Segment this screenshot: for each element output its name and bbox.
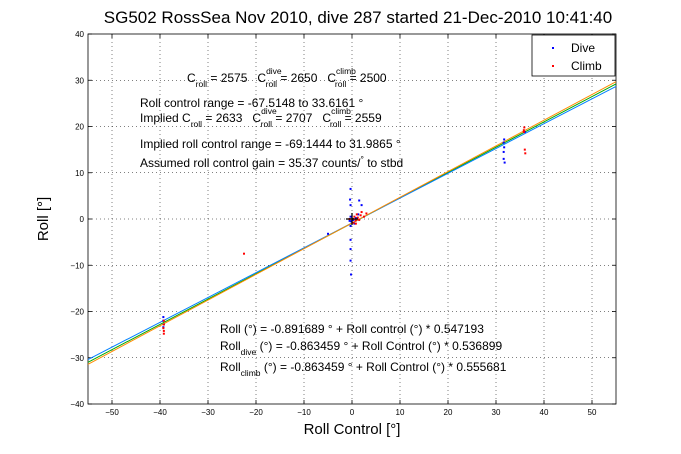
- equation-dive: Rolldive (°) = -0.863459 ° + Roll Contro…: [220, 339, 502, 357]
- data-point-dive: [349, 248, 352, 251]
- legend: Dive Climb: [531, 34, 616, 77]
- data-point-dive: [349, 187, 352, 190]
- data-point-climb: [354, 222, 357, 225]
- data-point-climb: [522, 131, 525, 134]
- x-tick-label: −10: [297, 408, 311, 417]
- y-tick-label: 0: [80, 215, 85, 224]
- data-point-climb: [523, 148, 526, 151]
- data-point-climb: [365, 212, 368, 215]
- data-point-climb: [356, 216, 359, 219]
- y-tick-label: −10: [70, 261, 84, 270]
- data-point-climb: [363, 215, 365, 218]
- data-point-dive: [162, 316, 165, 319]
- y-tick-label: −40: [70, 400, 84, 409]
- data-point-dive: [327, 232, 329, 235]
- x-tick-label: −40: [153, 408, 167, 417]
- y-tick-label: 30: [75, 76, 84, 85]
- data-point-climb: [523, 126, 526, 129]
- equation-climb: Rollclimb (°) = -0.863459 ° + Roll Contr…: [220, 360, 507, 378]
- legend-label-dive: Dive: [571, 41, 595, 55]
- data-point-dive: [349, 238, 352, 241]
- chart-title: SG502 RossSea Nov 2010, dive 287 started…: [104, 8, 612, 27]
- annotation-implied-c-roll: Implied Croll = 2633 Cdive roll = 2707 Ccli…: [140, 106, 382, 129]
- equation-all: Roll (°) = -0.891689 ° + Roll control (°…: [220, 322, 484, 336]
- data-point-dive: [503, 146, 506, 149]
- x-tick-label: −20: [249, 408, 263, 417]
- y-axis-label: Roll [°]: [35, 197, 52, 241]
- data-point-dive: [349, 259, 352, 262]
- data-point-dive: [503, 161, 506, 164]
- data-point-dive: [358, 199, 361, 202]
- y-tick-label: −30: [70, 354, 84, 363]
- legend-label-climb: Climb: [571, 59, 602, 73]
- y-tick-label: −20: [70, 308, 84, 317]
- data-point-dive: [354, 217, 357, 220]
- data-point-climb: [352, 221, 355, 224]
- x-tick-label: 20: [444, 408, 453, 417]
- x-tick-label: 10: [396, 408, 405, 417]
- data-point-dive: [503, 138, 506, 141]
- legend-marker-climb: [552, 65, 554, 67]
- x-tick-label: −30: [201, 408, 215, 417]
- data-point-climb: [524, 152, 527, 155]
- x-tick-label: 50: [588, 408, 597, 417]
- x-axis-label: Roll Control [°]: [304, 421, 401, 438]
- data-point-climb: [162, 329, 165, 332]
- axis-ticks: −50 −40 −30 −20 −10 0 10 20 30 40 50 −40 −30 −20 −10 0 1…: [70, 30, 616, 417]
- annotation-c-roll-line: Croll = 2575 Cdive roll = 2650 Cclimb roll =…: [187, 66, 387, 89]
- data-point-dive: [348, 219, 351, 222]
- data-point-dive: [502, 157, 505, 160]
- data-point-dive: [350, 220, 353, 223]
- data-point-climb: [162, 319, 165, 322]
- y-tick-label: 10: [75, 169, 84, 178]
- data-point-dive: [357, 213, 360, 216]
- data-point-climb: [359, 214, 362, 217]
- data-point-dive: [502, 141, 505, 144]
- data-point-dive: [349, 198, 352, 201]
- y-tick-label: 40: [75, 30, 84, 39]
- x-tick-label: 30: [492, 408, 501, 417]
- annotation-implied-range: Implied roll control range = -69.1444 to…: [140, 137, 401, 151]
- data-point-climb: [358, 218, 361, 221]
- data-point-dive: [350, 273, 353, 276]
- data-point-climb: [354, 219, 357, 222]
- zero-marker: [346, 213, 358, 225]
- x-tick-label: 40: [540, 408, 549, 417]
- legend-box: [531, 34, 616, 77]
- data-point-dive: [349, 215, 352, 218]
- data-point-climb: [162, 327, 165, 330]
- data-point-climb: [353, 215, 356, 218]
- data-point-dive: [349, 204, 352, 207]
- legend-marker-dive: [552, 47, 554, 49]
- annotation-control-gain: Assumed roll control gain = 35.37 counts…: [140, 154, 403, 170]
- data-point-climb: [522, 129, 525, 132]
- grid-lines: [88, 34, 616, 404]
- x-tick-label: −50: [105, 408, 119, 417]
- data-point-climb: [360, 211, 363, 214]
- annotation-roll-control-range: Roll control range = -67.5148 to 33.6161…: [140, 96, 363, 110]
- data-point-dive: [360, 204, 363, 207]
- data-point-climb: [355, 213, 358, 216]
- x-tick-label: 0: [350, 408, 355, 417]
- y-tick-label: 20: [75, 123, 84, 132]
- data-point-dive: [349, 224, 352, 227]
- data-point-climb: [243, 252, 245, 255]
- data-point-climb: [162, 323, 165, 326]
- data-point-climb: [162, 332, 165, 335]
- data-point-dive: [502, 150, 505, 153]
